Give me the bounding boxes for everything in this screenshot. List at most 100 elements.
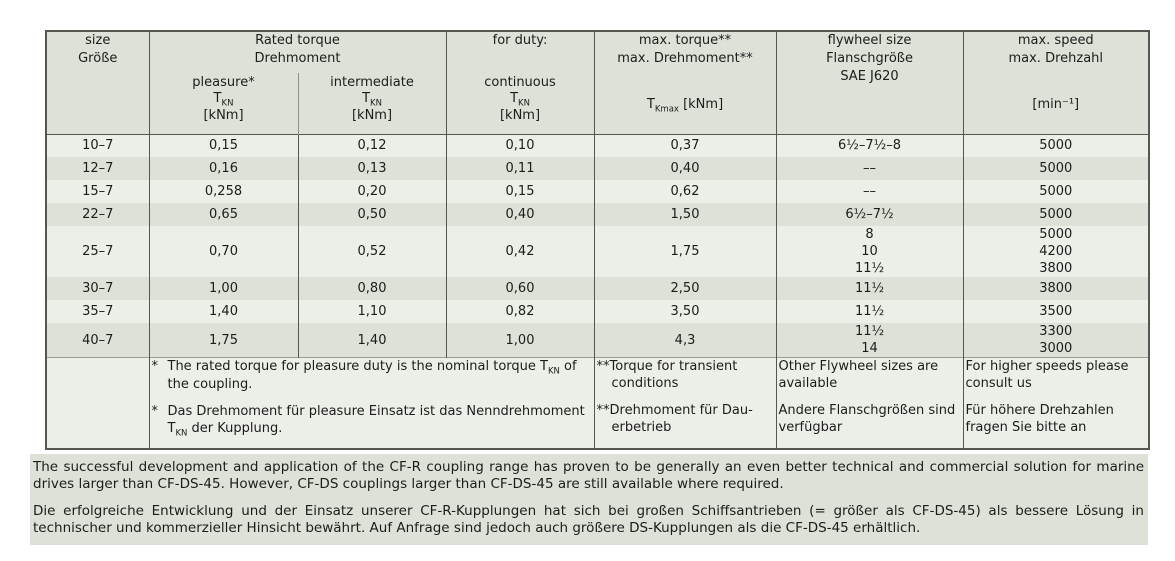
cell-speed: 3300 3000 bbox=[962, 323, 1150, 358]
footnote-star-de-text: Das Drehmoment für pleasure Einsatz ist … bbox=[167, 404, 585, 439]
cell-flywheel: 11½ bbox=[775, 277, 964, 300]
cell-size: 22–7 bbox=[82, 207, 114, 222]
table-body: 10–7 0,15 0,12 0,10 0,37 6½–7½–8 5000 12… bbox=[46, 133, 1150, 358]
cell-speed: 3500 bbox=[962, 300, 1150, 323]
cell-pleasure: 1,40 bbox=[148, 300, 298, 323]
coupling-spec-table: size Größe Rated torque Drehmoment for d… bbox=[45, 30, 1151, 450]
header-rated-torque: Rated torque Drehmoment bbox=[148, 31, 447, 73]
table-row: 22–7 0,65 0,50 0,40 1,50 6½–7½ 5000 bbox=[46, 203, 1150, 226]
cell-continuous: 0,60 bbox=[445, 277, 595, 300]
cell-max-torque: 0,37 bbox=[593, 133, 777, 157]
cell-intermediate: 1,40 bbox=[297, 323, 447, 358]
footnote-max-torque-en: **Torque for transient conditions bbox=[596, 359, 738, 391]
header-size-en: size bbox=[85, 33, 111, 48]
cell-flywheel: –– bbox=[775, 157, 964, 180]
tkn-unit: [kNm] bbox=[351, 107, 393, 123]
table-row: 25–7 0,70 0,52 0,42 1,75 8 10 11½ 5000 4… bbox=[46, 226, 1150, 277]
header-rated-en: Rated torque bbox=[255, 33, 340, 48]
cell-size: 40–7 bbox=[82, 332, 114, 348]
cell-continuous: 0,82 bbox=[445, 300, 595, 323]
header-pleasure: pleasure* TKN [kNm] bbox=[148, 73, 298, 134]
cell-speed: 3800 bbox=[962, 277, 1150, 300]
cell-speed: 5000 bbox=[962, 133, 1150, 157]
footnote-max-torque: **Torque for transient conditions **Dreh… bbox=[593, 357, 777, 449]
cell-continuous: 1,00 bbox=[445, 323, 595, 358]
cell-size: 12–7 bbox=[82, 161, 114, 176]
cell-continuous: 0,42 bbox=[445, 226, 595, 277]
cell-max-torque: 1,50 bbox=[593, 203, 777, 226]
cell-flywheel: 11½ bbox=[775, 300, 964, 323]
header-speed-unit: [min⁻¹] bbox=[1032, 97, 1080, 112]
header-size: size Größe bbox=[46, 31, 149, 134]
header-intermediate: intermediate TKN [kNm] bbox=[297, 73, 447, 134]
table-row: 40–7 1,75 1,40 1,00 4,3 11½ 14 3300 3000 bbox=[46, 323, 1150, 358]
cell-max-torque: 2,50 bbox=[593, 277, 777, 300]
table-footnotes: * The rated torque for pleasure duty is … bbox=[46, 357, 1150, 449]
bottom-note-block: The successful development and applicati… bbox=[30, 453, 1148, 545]
header-size-de: Größe bbox=[78, 51, 118, 66]
cell-size: 15–7 bbox=[82, 184, 114, 199]
footnote-flywheel: Other Flywheel sizes are available Ander… bbox=[775, 357, 964, 449]
footnote-star-en: * The rated torque for pleasure duty is … bbox=[152, 358, 592, 393]
cell-speed: 5000 bbox=[962, 180, 1150, 203]
cell-intermediate: 0,20 bbox=[297, 180, 447, 203]
footnote-speed-en: For higher speeds please consult us bbox=[965, 359, 1129, 391]
footnote-flywheel-de: Andere Flanschgrößen sind verfügbar bbox=[778, 403, 956, 435]
cell-pleasure: 0,15 bbox=[148, 133, 298, 157]
footnote-marker: * bbox=[151, 359, 159, 374]
header-flywheel: flywheel size Flanschgröße SAE J620 bbox=[775, 31, 964, 134]
cell-flywheel: –– bbox=[775, 180, 964, 203]
cell-intermediate: 0,12 bbox=[297, 133, 447, 157]
footnote-row: * The rated torque for pleasure duty is … bbox=[46, 357, 1150, 449]
header-tkmax-unit: TKmax [kNm] bbox=[646, 97, 724, 115]
footnote-star-en-text: The rated torque for pleasure duty is th… bbox=[167, 359, 577, 393]
table-header: size Größe Rated torque Drehmoment for d… bbox=[46, 31, 1150, 134]
cell-intermediate: 1,10 bbox=[297, 300, 447, 323]
cell-pleasure: 0,258 bbox=[148, 180, 298, 203]
footnote-star-de: * Das Drehmoment für pleasure Einsatz is… bbox=[152, 403, 592, 438]
header-max-torque-de: max. Drehmoment** bbox=[617, 51, 753, 66]
cell-max-torque: 3,50 bbox=[593, 300, 777, 323]
table-row: 15–7 0,258 0,20 0,15 0,62 –– 5000 bbox=[46, 180, 1150, 203]
cell-size: 25–7 bbox=[82, 244, 114, 259]
bottom-note-en: The successful development and applicati… bbox=[33, 458, 1144, 493]
cell-continuous: 0,10 bbox=[445, 133, 595, 157]
bottom-note-de: Die erfolgreiche Entwicklung und der Ein… bbox=[33, 502, 1144, 537]
cell-pleasure: 0,70 bbox=[148, 226, 298, 277]
cell-pleasure: 1,00 bbox=[148, 277, 298, 300]
tkn-symbol: TKN bbox=[362, 90, 382, 109]
footnote-max-torque-de: **Drehmoment für Dau­erbetrieb bbox=[596, 403, 753, 435]
cell-speed: 5000 bbox=[962, 203, 1150, 226]
footnote-marker: * bbox=[151, 404, 159, 420]
table-row: 10–7 0,15 0,12 0,10 0,37 6½–7½–8 5000 bbox=[46, 133, 1150, 157]
cell-flywheel: 11½ 14 bbox=[775, 323, 964, 358]
cell-intermediate: 0,50 bbox=[297, 203, 447, 226]
cell-speed: 5000 4200 3800 bbox=[962, 226, 1150, 277]
footnote-speed-de: Für höhere Drehzahlen fragen Sie bitte a… bbox=[965, 403, 1114, 435]
header-flywheel-en: flywheel size bbox=[827, 33, 912, 48]
table-row: 30–7 1,00 0,80 0,60 2,50 11½ 3800 bbox=[46, 277, 1150, 300]
tkn-symbol: TKN bbox=[213, 90, 234, 109]
cell-flywheel: 6½–7½–8 bbox=[775, 133, 964, 157]
cell-max-torque: 1,75 bbox=[593, 226, 777, 277]
cell-size: 30–7 bbox=[82, 281, 114, 296]
footnote-flywheel-en: Other Flywheel sizes are available bbox=[778, 359, 939, 391]
table-row: 12–7 0,16 0,13 0,11 0,40 –– 5000 bbox=[46, 157, 1150, 180]
cell-max-torque: 0,62 bbox=[593, 180, 777, 203]
tkn-unit: [kNm] bbox=[499, 107, 541, 123]
header-rated-de: Drehmoment bbox=[254, 51, 341, 66]
spacer bbox=[966, 68, 1147, 96]
footnote-rated-torque: * The rated torque for pleasure duty is … bbox=[148, 357, 595, 449]
header-max-torque: max. torque** max. Drehmoment** TKmax [k… bbox=[593, 31, 777, 134]
spacer bbox=[597, 68, 774, 96]
cell-size: 10–7 bbox=[46, 133, 149, 157]
footnote-empty-cell bbox=[46, 357, 149, 449]
header-flywheel-de: Flanschgröße bbox=[826, 51, 913, 66]
cell-max-torque: 0,40 bbox=[593, 157, 777, 180]
header-continuous: continuous TKN [kNm] bbox=[445, 73, 595, 134]
footnote-speed: For higher speeds please consult us Für … bbox=[962, 357, 1150, 449]
cell-max-torque: 4,3 bbox=[593, 323, 777, 358]
cell-pleasure: 1,75 bbox=[148, 323, 298, 358]
cell-continuous: 0,15 bbox=[445, 180, 595, 203]
